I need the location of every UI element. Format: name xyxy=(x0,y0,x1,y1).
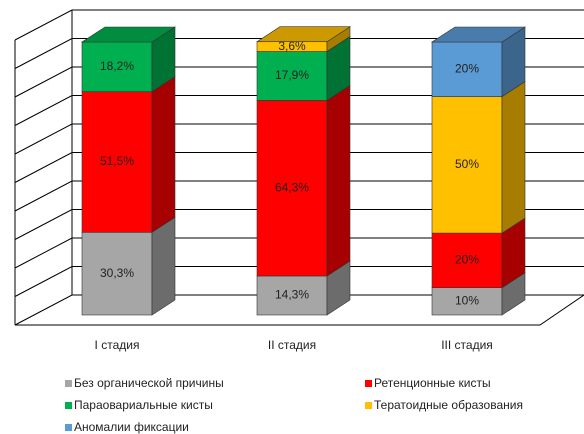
legend-swatch xyxy=(65,424,72,431)
bar-top xyxy=(255,26,352,43)
legend-swatch xyxy=(365,380,372,387)
bar xyxy=(431,287,503,316)
bar-top xyxy=(430,26,527,43)
bar-side xyxy=(501,81,526,234)
legend-label: Параовариальные кисты xyxy=(74,398,213,412)
data-label: 50% xyxy=(455,157,479,171)
legend-label: Ретенционные кисты xyxy=(374,376,491,390)
legend-label: Аномалии фиксации xyxy=(74,420,189,434)
legend-swatch xyxy=(365,402,372,409)
legend-label: Без органической причины xyxy=(74,376,224,390)
data-label: 20% xyxy=(455,253,479,267)
data-label: 51,5% xyxy=(100,154,134,168)
data-label: 17,9% xyxy=(275,68,309,82)
bar xyxy=(431,232,503,289)
legend-label: Тератоидные образования xyxy=(374,398,523,412)
bar xyxy=(431,41,503,97)
data-label: 30,3% xyxy=(100,266,134,280)
bar xyxy=(431,96,503,234)
legend-swatch xyxy=(65,380,72,387)
floor-edge xyxy=(15,294,584,326)
bar xyxy=(256,275,328,316)
x-tick-label: I стадия xyxy=(95,338,140,352)
bar-side xyxy=(151,216,176,316)
bar-top xyxy=(80,26,177,43)
data-label: 10% xyxy=(455,294,479,308)
data-label: 20% xyxy=(455,61,479,75)
data-label: 3,6% xyxy=(278,39,306,53)
bar xyxy=(256,51,328,101)
x-tick-label: II стадия xyxy=(268,338,316,352)
x-tick-label: III стадия xyxy=(441,338,493,352)
bar-side xyxy=(151,76,176,233)
data-label: 18,2% xyxy=(100,59,134,73)
bar xyxy=(81,41,153,92)
bar xyxy=(256,100,328,277)
bar-side xyxy=(326,84,351,277)
data-label: 64,3% xyxy=(275,180,309,194)
legend-swatch xyxy=(65,402,72,409)
data-label: 14,3% xyxy=(275,288,309,302)
